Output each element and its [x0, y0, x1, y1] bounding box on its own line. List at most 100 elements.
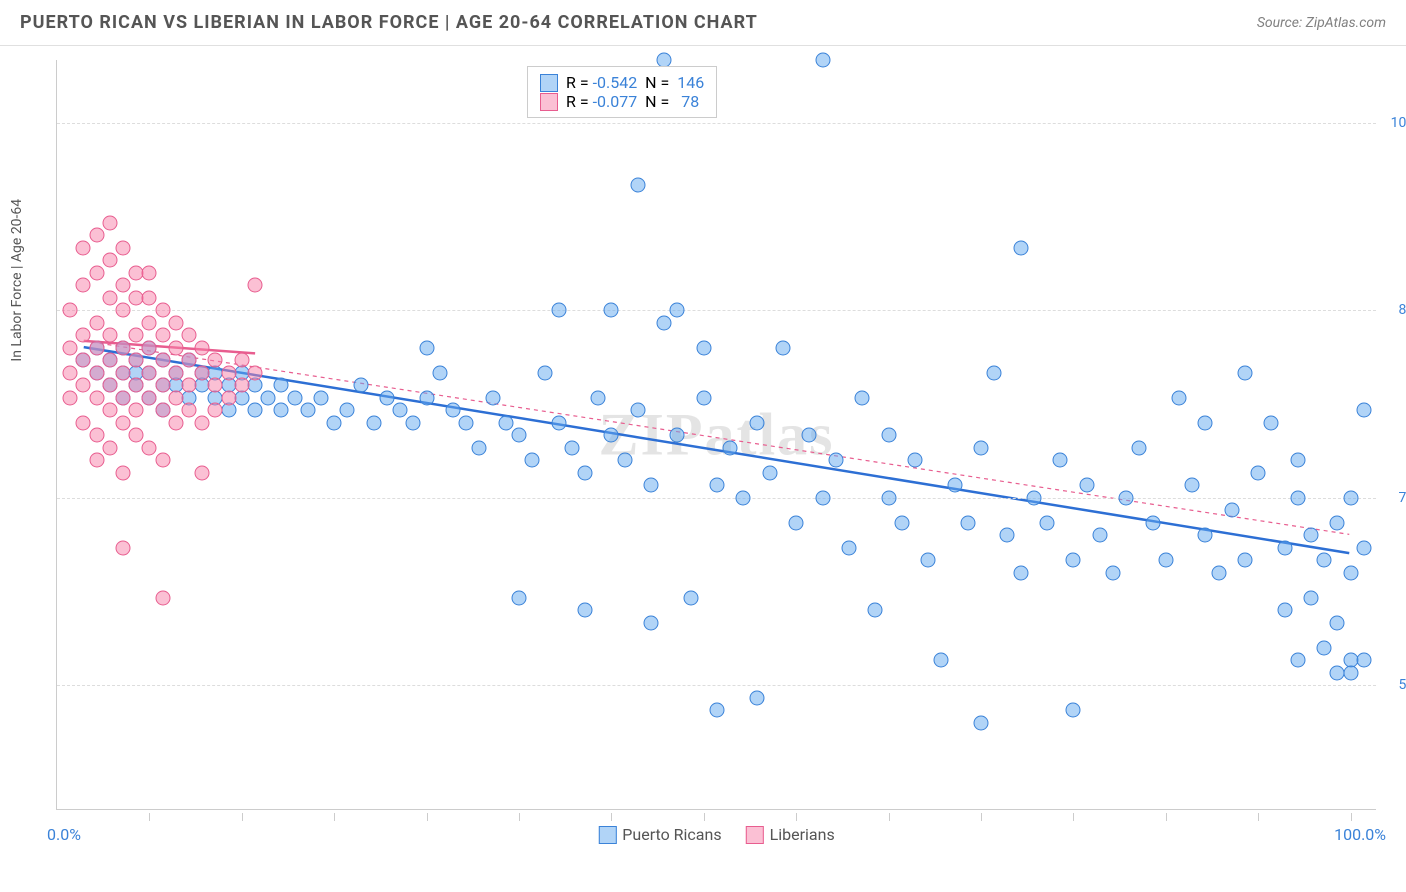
- data-point-pr: [802, 428, 817, 443]
- data-point-pr: [881, 428, 896, 443]
- data-point-pr: [525, 453, 540, 468]
- data-point-lib: [155, 378, 170, 393]
- data-point-pr: [1304, 590, 1319, 605]
- data-point-pr: [1145, 515, 1160, 530]
- data-point-lib: [234, 378, 249, 393]
- data-point-lib: [142, 340, 157, 355]
- data-point-lib: [168, 390, 183, 405]
- data-point-pr: [1092, 528, 1107, 543]
- data-point-lib: [248, 278, 263, 293]
- data-point-pr: [551, 415, 566, 430]
- x-tick: [704, 813, 705, 821]
- data-point-pr: [366, 415, 381, 430]
- x-tick: [519, 813, 520, 821]
- legend-swatch: [746, 826, 764, 844]
- data-point-lib: [208, 403, 223, 418]
- x-tick: [796, 813, 797, 821]
- data-point-pr: [749, 415, 764, 430]
- data-point-lib: [155, 590, 170, 605]
- data-point-pr: [789, 515, 804, 530]
- data-point-lib: [155, 303, 170, 318]
- x-tick: [1073, 813, 1074, 821]
- data-point-pr: [815, 53, 830, 68]
- x-tick: [242, 813, 243, 821]
- data-point-lib: [89, 428, 104, 443]
- data-point-pr: [960, 515, 975, 530]
- data-point-pr: [459, 415, 474, 430]
- data-point-lib: [102, 215, 117, 230]
- data-point-pr: [1290, 653, 1305, 668]
- swatch-lib: [540, 93, 558, 111]
- data-point-pr: [921, 553, 936, 568]
- x-tick: [889, 813, 890, 821]
- x-tick: [1351, 813, 1352, 821]
- data-point-lib: [89, 228, 104, 243]
- data-point-lib: [76, 415, 91, 430]
- data-point-pr: [683, 590, 698, 605]
- data-point-lib: [63, 390, 78, 405]
- data-point-pr: [287, 390, 302, 405]
- data-point-lib: [76, 278, 91, 293]
- data-point-pr: [855, 390, 870, 405]
- y-axis-label: In Labor Force | Age 20-64: [9, 198, 25, 361]
- data-point-pr: [551, 303, 566, 318]
- data-point-pr: [300, 403, 315, 418]
- y-tick-label: 55.0%: [1398, 677, 1406, 693]
- x-tick: [611, 813, 612, 821]
- data-point-pr: [881, 490, 896, 505]
- data-point-lib: [168, 340, 183, 355]
- data-point-pr: [1277, 540, 1292, 555]
- data-point-lib: [182, 378, 197, 393]
- data-point-pr: [868, 603, 883, 618]
- data-point-pr: [670, 303, 685, 318]
- data-point-pr: [1053, 453, 1068, 468]
- data-point-pr: [1211, 565, 1226, 580]
- data-point-lib: [116, 415, 131, 430]
- data-point-lib: [63, 365, 78, 380]
- data-point-lib: [142, 290, 157, 305]
- y-tick-label: 85.0%: [1398, 302, 1406, 318]
- data-point-lib: [116, 278, 131, 293]
- data-point-lib: [89, 265, 104, 280]
- data-point-pr: [1066, 553, 1081, 568]
- data-point-lib: [182, 403, 197, 418]
- data-point-pr: [670, 428, 685, 443]
- data-point-pr: [406, 415, 421, 430]
- data-point-lib: [102, 253, 117, 268]
- data-point-lib: [168, 415, 183, 430]
- data-point-pr: [1317, 553, 1332, 568]
- source-label: Source: ZipAtlas.com: [1257, 15, 1386, 31]
- legend-label: Liberians: [770, 825, 835, 844]
- data-point-lib: [142, 390, 157, 405]
- data-point-pr: [1330, 615, 1345, 630]
- data-point-pr: [749, 690, 764, 705]
- data-point-lib: [102, 290, 117, 305]
- data-point-pr: [512, 428, 527, 443]
- gridline: [57, 498, 1376, 499]
- data-point-lib: [63, 303, 78, 318]
- data-point-lib: [116, 540, 131, 555]
- data-point-pr: [696, 390, 711, 405]
- data-point-pr: [380, 390, 395, 405]
- data-point-lib: [102, 378, 117, 393]
- data-point-lib: [116, 390, 131, 405]
- data-point-pr: [828, 453, 843, 468]
- data-point-pr: [710, 478, 725, 493]
- x-tick: [981, 813, 982, 821]
- data-point-lib: [102, 353, 117, 368]
- data-point-lib: [142, 440, 157, 455]
- data-point-pr: [591, 390, 606, 405]
- data-point-lib: [102, 328, 117, 343]
- x-tick: [334, 813, 335, 821]
- y-tick-label: 70.0%: [1398, 490, 1406, 506]
- data-point-pr: [644, 478, 659, 493]
- data-point-lib: [102, 440, 117, 455]
- x-tick-label: 0.0%: [47, 825, 81, 844]
- data-point-pr: [485, 390, 500, 405]
- data-point-pr: [472, 440, 487, 455]
- x-tick-label: 100.0%: [1334, 825, 1386, 844]
- data-point-pr: [1304, 528, 1319, 543]
- data-point-pr: [644, 615, 659, 630]
- data-point-pr: [987, 365, 1002, 380]
- data-point-pr: [1238, 365, 1253, 380]
